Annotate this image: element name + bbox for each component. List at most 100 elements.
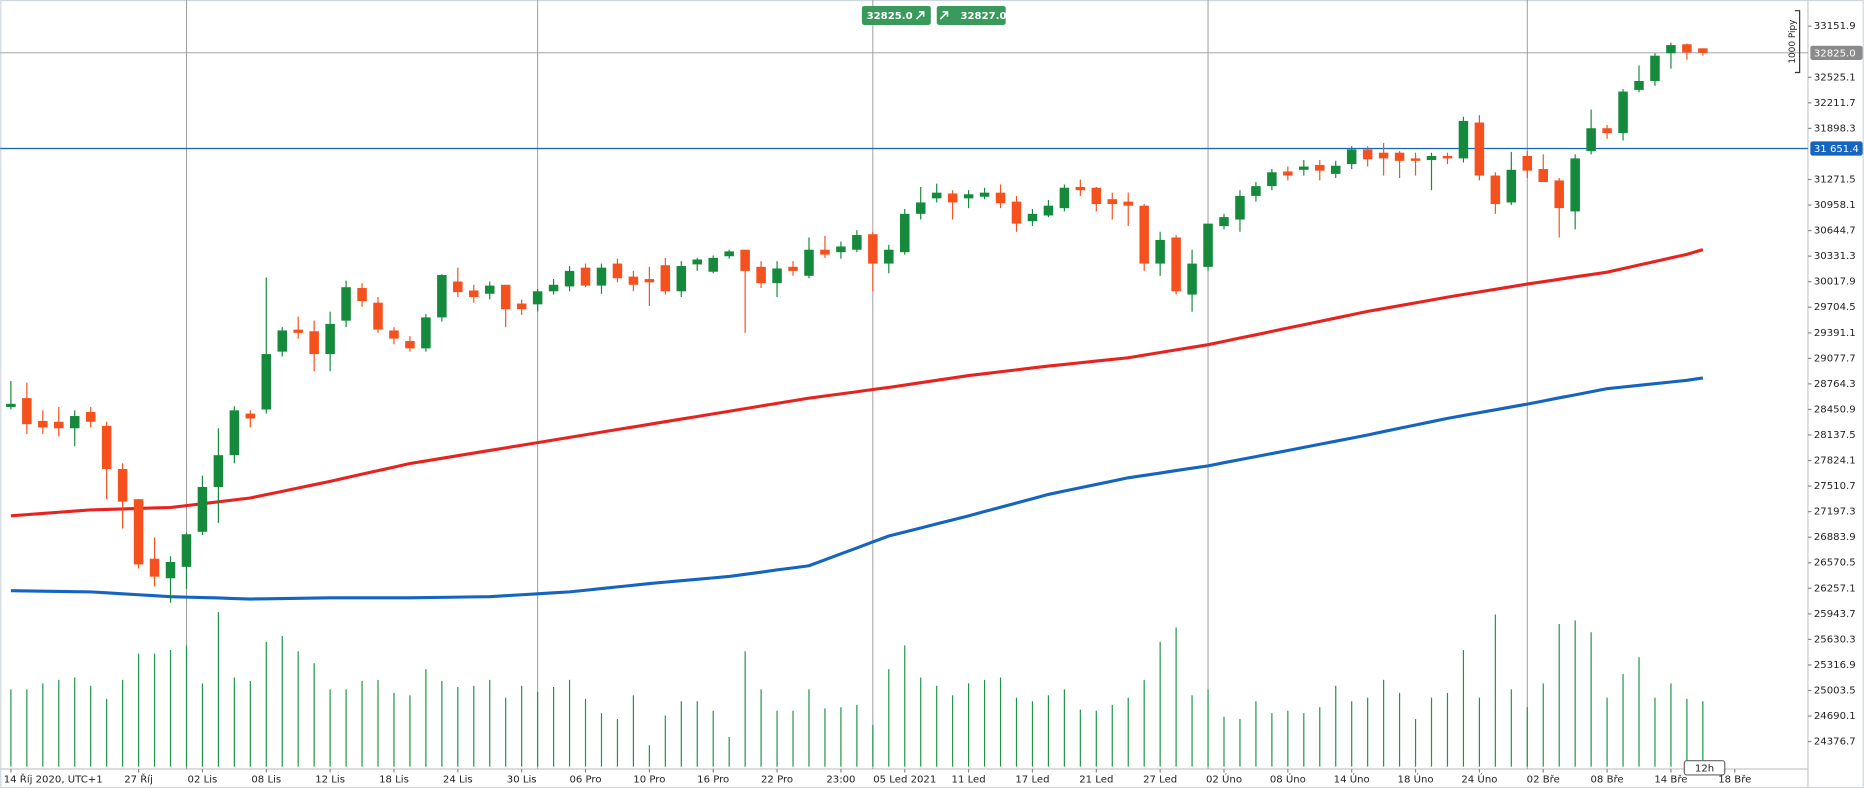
ask-icon <box>939 11 949 20</box>
candle-body <box>1330 165 1341 174</box>
candle-body <box>1586 128 1596 152</box>
candle-body <box>1219 217 1229 227</box>
interval-label: 12h <box>1695 763 1714 774</box>
candle-body <box>22 398 32 425</box>
y-tick-label: 25630.3 <box>1814 634 1856 645</box>
x-tick-label: 23:00 <box>826 775 855 786</box>
y-tick-label: 28137.5 <box>1814 430 1856 441</box>
y-tick-label: 26883.9 <box>1814 532 1856 543</box>
candle-body <box>213 455 224 487</box>
x-tick-label: 27 Říj <box>124 773 153 786</box>
candle-body <box>117 469 128 502</box>
bid-icon <box>916 11 925 20</box>
x-tick-label: 08 Bře <box>1591 774 1624 786</box>
candle-body <box>1602 128 1612 134</box>
candle-body <box>612 263 623 279</box>
candle-body <box>708 257 718 272</box>
x-tick-label: 12 Lis <box>315 775 345 786</box>
candle-body <box>1043 205 1054 216</box>
candle-body <box>900 213 910 253</box>
x-tick-label: 24 Lis <box>443 775 473 786</box>
y-tick-label: 27824.1 <box>1814 456 1856 467</box>
candle-body <box>548 284 559 292</box>
candle-body <box>868 234 878 264</box>
candle-body <box>341 287 351 321</box>
x-tick-label: 30 Lis <box>507 775 537 786</box>
candle-body <box>884 249 894 264</box>
x-tick-label: 08 Úno <box>1270 773 1306 786</box>
candle-body <box>963 194 974 199</box>
candle-body <box>1187 263 1197 295</box>
candle-body <box>484 285 495 294</box>
candle-body <box>915 202 926 214</box>
y-tick-label: 30958.1 <box>1814 200 1856 211</box>
candle-body <box>309 331 319 355</box>
y-tick-label: 28764.3 <box>1814 379 1856 390</box>
candle-body <box>1011 201 1022 224</box>
y-tick-label: 30644.7 <box>1814 226 1856 237</box>
candle-body <box>820 249 830 255</box>
candle-body <box>836 246 846 253</box>
y-tick-label: 25316.9 <box>1814 660 1856 671</box>
candle-body <box>1027 213 1038 222</box>
candle-body <box>1650 55 1660 81</box>
candle-body <box>1362 149 1373 160</box>
y-tick-label: 27197.3 <box>1814 507 1856 518</box>
y-tick-label: 32525.1 <box>1814 72 1856 83</box>
candle-body <box>1075 186 1086 191</box>
x-tick-label: 22 Pro <box>761 775 793 786</box>
candle-body <box>277 330 287 352</box>
candle-body <box>421 317 431 349</box>
candle-body <box>293 329 303 333</box>
y-tick-label: 25003.5 <box>1814 686 1856 697</box>
moving-average-line <box>10 376 1704 601</box>
candle-body <box>1458 120 1469 159</box>
candle-body <box>676 266 687 292</box>
price-tag-label: 31 651.4 <box>1814 144 1859 155</box>
x-tick-label: 11 Led <box>952 775 986 786</box>
candle-body <box>101 425 112 470</box>
candle-body <box>1506 169 1517 203</box>
x-tick-label: 17 Led <box>1015 775 1049 786</box>
price-tag <box>1810 141 1863 156</box>
bid-badge[interactable] <box>861 5 931 25</box>
candle-body <box>1442 155 1453 159</box>
y-tick-label: 28450.9 <box>1814 404 1856 415</box>
interval-box[interactable] <box>1683 760 1726 776</box>
candle-body <box>1091 187 1102 205</box>
scale-bracket <box>1794 10 1801 74</box>
candle-body <box>740 249 750 271</box>
candle-body <box>1059 187 1070 209</box>
candle-body <box>1346 149 1357 165</box>
candle-body <box>1666 45 1676 54</box>
candle-body <box>197 486 208 532</box>
candle-body <box>1410 158 1421 161</box>
candle-body <box>516 303 527 310</box>
candle-body <box>1139 205 1149 264</box>
candle-body <box>644 279 655 283</box>
x-tick-label: 27 Led <box>1143 775 1177 786</box>
y-tick-label: 27510.7 <box>1814 481 1856 492</box>
y-tick-label: 31898.3 <box>1814 123 1856 134</box>
x-tick-label: 14 Úno <box>1334 773 1370 786</box>
ask-badge[interactable] <box>936 5 1006 25</box>
candle-body <box>405 341 415 349</box>
y-tick-label: 30017.9 <box>1814 277 1856 288</box>
candle-body <box>931 192 942 199</box>
candle-body <box>1203 223 1213 267</box>
candle-body <box>149 558 160 577</box>
candle-body <box>756 266 766 284</box>
candle-body <box>804 249 814 276</box>
x-tick-label: 18 Bře <box>1718 774 1751 786</box>
candle-body <box>54 421 64 429</box>
candle-body <box>1235 195 1245 220</box>
candle-body <box>6 403 16 408</box>
candle-body <box>1394 152 1405 161</box>
candle-body <box>1315 164 1325 171</box>
candle-body <box>469 290 479 298</box>
candle-body <box>229 410 240 456</box>
